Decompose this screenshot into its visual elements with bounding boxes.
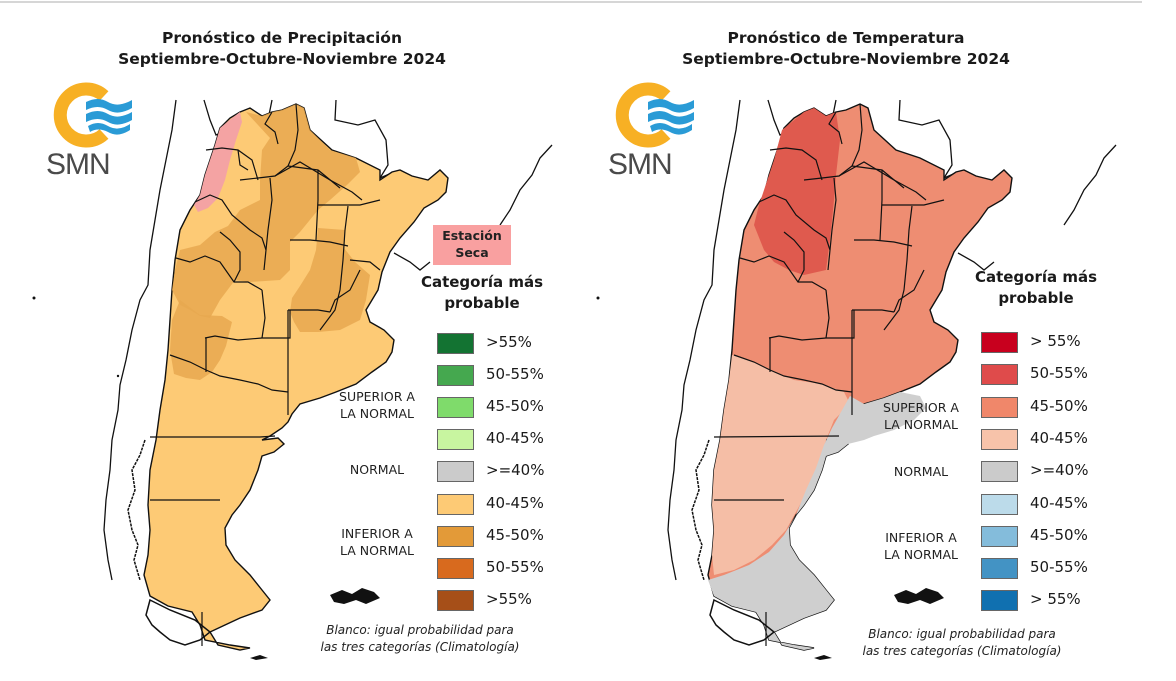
argentina-shape: [143, 103, 449, 651]
legend-label: > 55%: [1030, 590, 1081, 609]
precipitation-legend-title: Categoría más probable: [412, 272, 552, 314]
temperature-title: Pronóstico de Temperatura Septiembre-Oct…: [552, 28, 1140, 70]
note-line2: las tres categorías (Climatología): [320, 640, 520, 654]
precipitation-title-line1: Pronóstico de Precipitación: [161, 29, 402, 47]
legend-label: 45-50%: [1030, 525, 1088, 544]
argentina-shape: [707, 103, 1013, 651]
temperature-title-line2: Septiembre-Octubre-Noviembre 2024: [682, 50, 1010, 68]
dry-season-label: Estación Seca: [433, 225, 511, 265]
legend-swatch: [437, 493, 474, 515]
legend-label: 50-55%: [486, 365, 544, 384]
legend-label: 50-55%: [1030, 558, 1088, 577]
temperature-map: [596, 99, 1117, 660]
legend-title-line1: Categoría más: [420, 273, 544, 291]
legend-swatch: [981, 396, 1018, 418]
precip-category-below: INFERIOR A LA NORMAL: [332, 525, 422, 559]
smn-logo: SMN: [46, 82, 136, 192]
top-divider: [0, 1, 1142, 3]
category-above-line1: SUPERIOR A: [339, 389, 415, 404]
legend-label: >55%: [486, 589, 532, 608]
legend-swatch: [437, 461, 474, 483]
island-dot: [116, 374, 120, 378]
temperature-legend-title: Categoría más probable: [966, 267, 1106, 309]
category-above-line1: SUPERIOR A: [883, 400, 959, 415]
legend-swatch: [981, 590, 1018, 612]
legend-label: 50-55%: [1030, 364, 1088, 383]
legend-swatch: [981, 525, 1018, 547]
category-below-line1: INFERIOR A: [885, 530, 957, 545]
temperature-panel: Pronóstico de Temperatura Septiembre-Oct…: [588, 0, 1176, 681]
dry-season-label-line2: Seca: [455, 245, 489, 260]
temp-category-normal: NORMAL: [893, 464, 949, 479]
precip-category-normal: NORMAL: [349, 462, 405, 477]
legend-label: 45-50%: [486, 525, 544, 544]
legend-label: >=40%: [486, 461, 545, 480]
smn-logo: SMN: [608, 82, 698, 192]
note-line1: Blanco: igual probabilidad para: [326, 623, 514, 637]
category-above-line2: LA NORMAL: [340, 406, 414, 421]
dry-season-area: [194, 112, 242, 212]
legend-title-line2: probable: [444, 294, 520, 312]
smn-logo-text: SMN: [46, 148, 111, 181]
category-above-line2: LA NORMAL: [884, 417, 958, 432]
dry-season-label-line1: Estación: [442, 228, 502, 243]
precipitation-panel: Pronóstico de Precipitación Septiembre-O…: [0, 28, 576, 660]
smn-logo-text: SMN: [608, 148, 673, 181]
island-dot: [32, 296, 36, 300]
legend-label: >=40%: [1030, 461, 1089, 480]
legend-label: 40-45%: [1030, 493, 1088, 512]
legend-swatch: [437, 525, 474, 547]
island-dot: [596, 296, 600, 300]
precipitation-note: Blanco: igual probabilidad para las tres…: [300, 622, 540, 656]
legend-label: 40-45%: [486, 493, 544, 512]
legend-label: 45-50%: [486, 397, 544, 416]
southern-islands: [691, 439, 944, 660]
temp-category-above: SUPERIOR A LA NORMAL: [876, 399, 966, 433]
smn-logo-icon: [615, 82, 694, 148]
category-below-line1: INFERIOR A: [341, 526, 413, 541]
southern-islands: [127, 439, 380, 660]
category-below-line2: LA NORMAL: [884, 547, 958, 562]
legend-label: 45-50%: [1030, 396, 1088, 415]
legend-title-line1: Categoría más: [974, 268, 1098, 286]
category-below-line2: LA NORMAL: [340, 543, 414, 558]
legend-label: 40-45%: [1030, 428, 1088, 447]
temperature-title-line1: Pronóstico de Temperatura: [727, 29, 965, 47]
legend-swatch: [981, 428, 1018, 450]
legend-swatch: [437, 557, 474, 579]
legend-swatch: [437, 333, 474, 354]
note-line1: Blanco: igual probabilidad para: [868, 627, 1056, 641]
legend-label: 40-45%: [486, 429, 544, 448]
legend-label: > 55%: [1030, 332, 1081, 350]
legend-swatch: [437, 589, 474, 611]
legend-swatch: [981, 461, 1018, 483]
legend-swatch: [437, 397, 474, 419]
legend-swatch: [437, 365, 474, 387]
legend-label: >55%: [486, 333, 532, 351]
temperature-note: Blanco: igual probabilidad para las tres…: [842, 626, 1082, 660]
legend-swatch: [981, 558, 1018, 580]
precipitation-title: Pronóstico de Precipitación Septiembre-O…: [0, 28, 576, 70]
legend-swatch: [981, 493, 1018, 515]
precip-category-above: SUPERIOR A LA NORMAL: [332, 388, 422, 422]
precipitation-map: [32, 99, 553, 660]
legend-swatch: [981, 364, 1018, 386]
precipitation-title-line2: Septiembre-Octubre-Noviembre 2024: [118, 50, 446, 68]
smn-logo-icon: [53, 82, 132, 148]
note-line2: las tres categorías (Climatología): [862, 644, 1062, 658]
temp-category-below: INFERIOR A LA NORMAL: [876, 529, 966, 563]
legend-swatch: [981, 332, 1018, 353]
legend-swatch: [437, 429, 474, 451]
legend-title-line2: probable: [998, 289, 1074, 307]
legend-label: 50-55%: [486, 557, 544, 576]
